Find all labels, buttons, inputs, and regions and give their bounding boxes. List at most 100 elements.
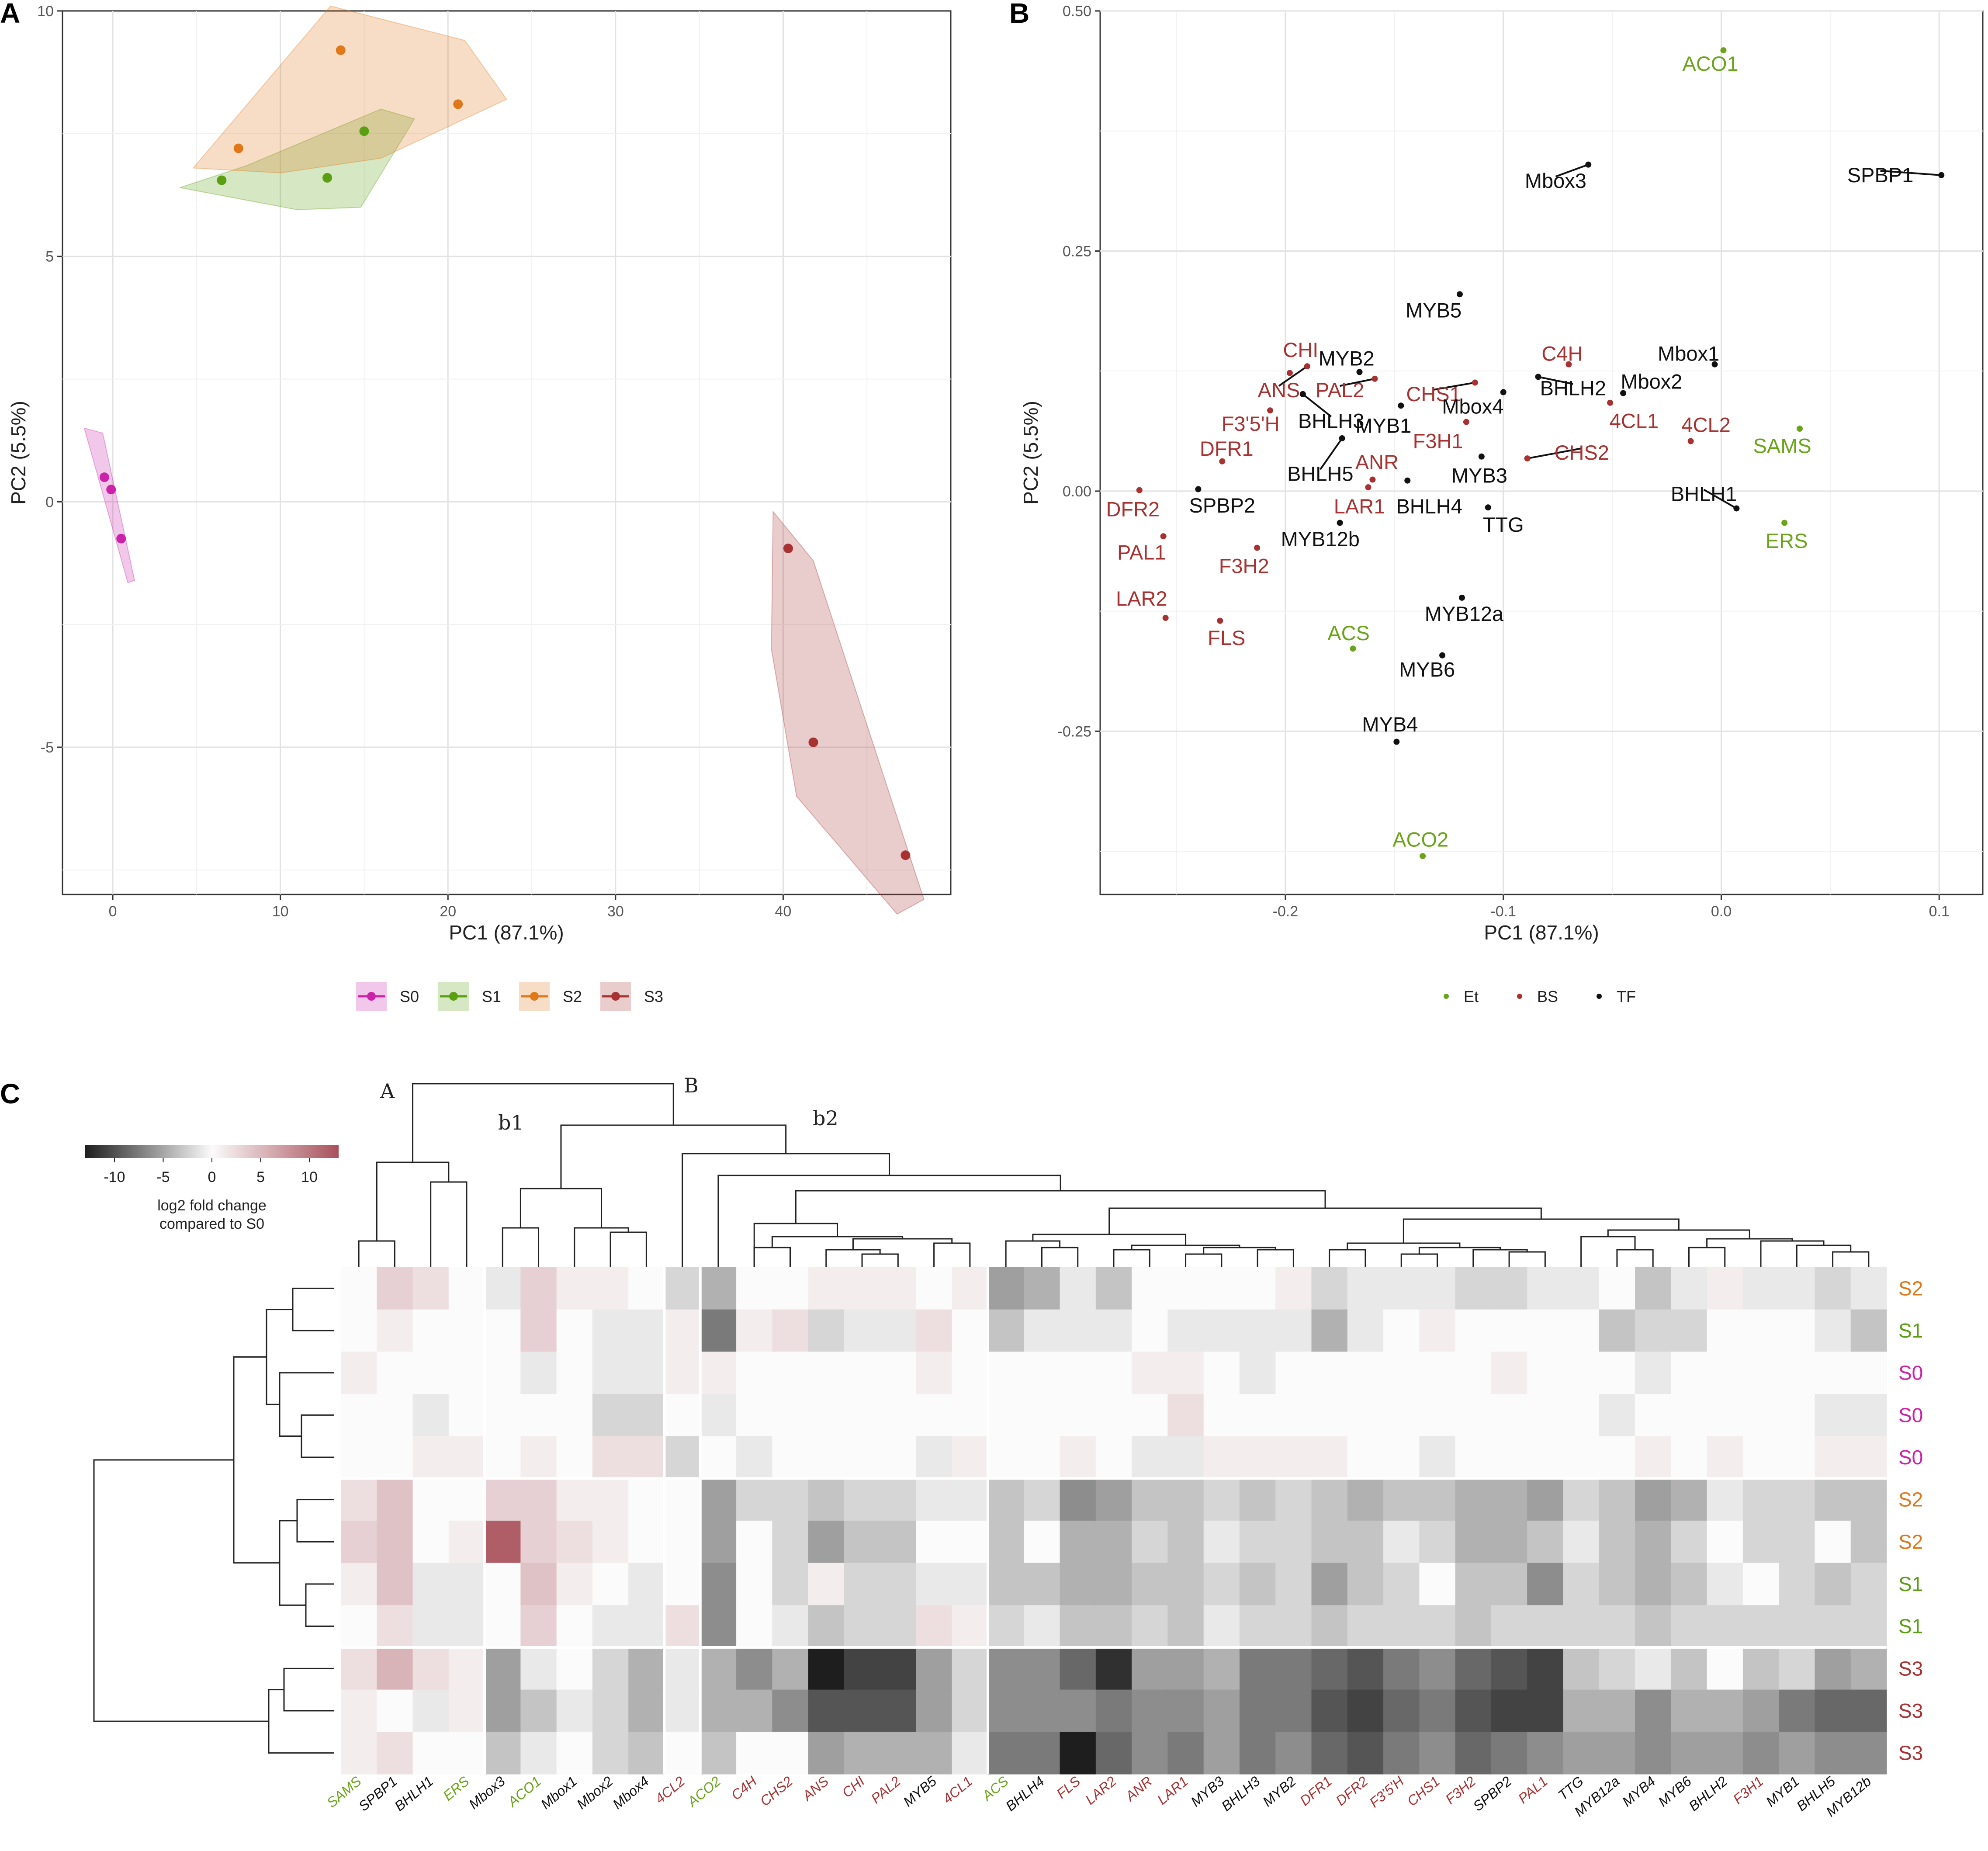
heat-cell [1167,1563,1204,1605]
heat-cell [1132,1436,1168,1479]
heat-cell [664,1563,701,1605]
gene-label-ACS: ACS [1327,621,1370,645]
legend-dot-S1 [449,992,458,1001]
heat-cell [1563,1478,1600,1521]
gene-point-MYB4 [1393,738,1400,745]
gene-point-ANS [1304,363,1310,370]
heat-cell [1527,1478,1564,1521]
heat-cell [412,1563,449,1605]
legend-label-S3: S3 [644,988,663,1005]
panel-letter-a: A [0,0,20,29]
point-S2 [336,45,346,55]
heat-cell [736,1563,772,1605]
heat-cell [1599,1563,1635,1605]
heat-cell [1239,1352,1276,1394]
heat-cell [1850,1352,1887,1394]
heat-cell [1024,1605,1060,1648]
heat-cell [1455,1436,1492,1479]
heat-cell [1311,1563,1348,1605]
heat-cell [1527,1267,1564,1310]
heat-cell [1347,1352,1384,1394]
heat-cell [1850,1732,1887,1775]
heat-cell [808,1563,845,1605]
heat-cell [844,1647,880,1690]
heat-cell [1563,1521,1600,1563]
heat-cell [1850,1647,1887,1690]
heat-cell [520,1732,557,1775]
heat-cell [485,1732,521,1775]
heat-cell [1455,1521,1492,1563]
heat-cell [1671,1352,1707,1394]
heat-cell [1132,1309,1168,1352]
plot-b-grid [1100,10,1983,894]
heat-cell [520,1563,557,1605]
heat-cell [485,1309,521,1352]
legend-label-TF: TF [1617,988,1636,1005]
heat-cell [628,1563,665,1605]
hull-S2 [193,5,507,173]
hull-S1 [179,108,415,210]
heat-cell [1311,1521,1348,1563]
legend-dot-TF [1597,994,1602,999]
heat-cell [1491,1647,1527,1690]
heat-cell [700,1352,737,1394]
heat-cell [1132,1563,1168,1605]
heat-cell [556,1689,593,1732]
heat-cell [592,1521,629,1563]
heat-cell [808,1352,845,1394]
heat-cell [700,1605,737,1648]
heat-cell [988,1394,1024,1437]
hull-S3 [771,511,925,915]
heat-cell [485,1605,521,1648]
heat-cell [1275,1309,1312,1352]
heat-cell [988,1521,1024,1563]
heat-cell [1060,1732,1096,1775]
heat-cell [1060,1478,1096,1521]
heat-cell [1132,1478,1168,1521]
heat-cell [772,1605,809,1648]
heat-cell [1060,1394,1096,1437]
colorbar-tick-label: 10 [301,1169,318,1185]
heat-cell [628,1267,665,1310]
heat-cell [341,1563,377,1605]
heat-cell [377,1394,413,1437]
heat-cell [1635,1478,1671,1521]
heat-cell [1563,1267,1600,1310]
gene-point-MYB5 [1456,291,1463,298]
x-tick-label: 40 [775,903,792,920]
heat-cell [1347,1647,1384,1690]
heat-cell [1311,1267,1348,1310]
gene-point-TTG [1485,504,1491,511]
heat-cell [448,1521,485,1563]
heat-cell [377,1309,413,1352]
heat-cell [808,1647,845,1690]
y-tick-label: 10 [37,3,54,20]
gene-label-MYB12b: MYB12b [1281,527,1360,551]
heat-cell [988,1732,1024,1775]
heat-cell [1563,1647,1600,1690]
heat-cell [1850,1394,1887,1437]
gene-label-F3H1: F3H1 [1413,430,1463,453]
gene-label-DFR1: DFR1 [1200,437,1254,460]
heat-cell [736,1309,772,1352]
heat-cell [700,1478,737,1521]
heat-cell [341,1267,377,1310]
y-tick-label: -0.25 [1058,723,1092,740]
heat-cell [1347,1436,1384,1479]
heat-cell [1671,1478,1707,1521]
heat-cell [448,1605,485,1648]
heat-cell [1095,1689,1132,1732]
heat-cell [1167,1394,1204,1437]
heat-cell [1203,1267,1240,1310]
heat-cell [1383,1352,1420,1394]
heat-cell [1635,1309,1671,1352]
heat-cell [1779,1605,1815,1648]
leader-line-BHLH2 [1538,376,1573,385]
heat-cell [592,1309,629,1352]
gene-label-MYB3: MYB3 [1451,464,1507,487]
heat-cell [1599,1732,1635,1775]
heat-cell [1815,1352,1851,1394]
heat-cell [808,1689,845,1732]
heat-cell [592,1605,629,1648]
leader-line-CHS1 [1433,381,1475,391]
